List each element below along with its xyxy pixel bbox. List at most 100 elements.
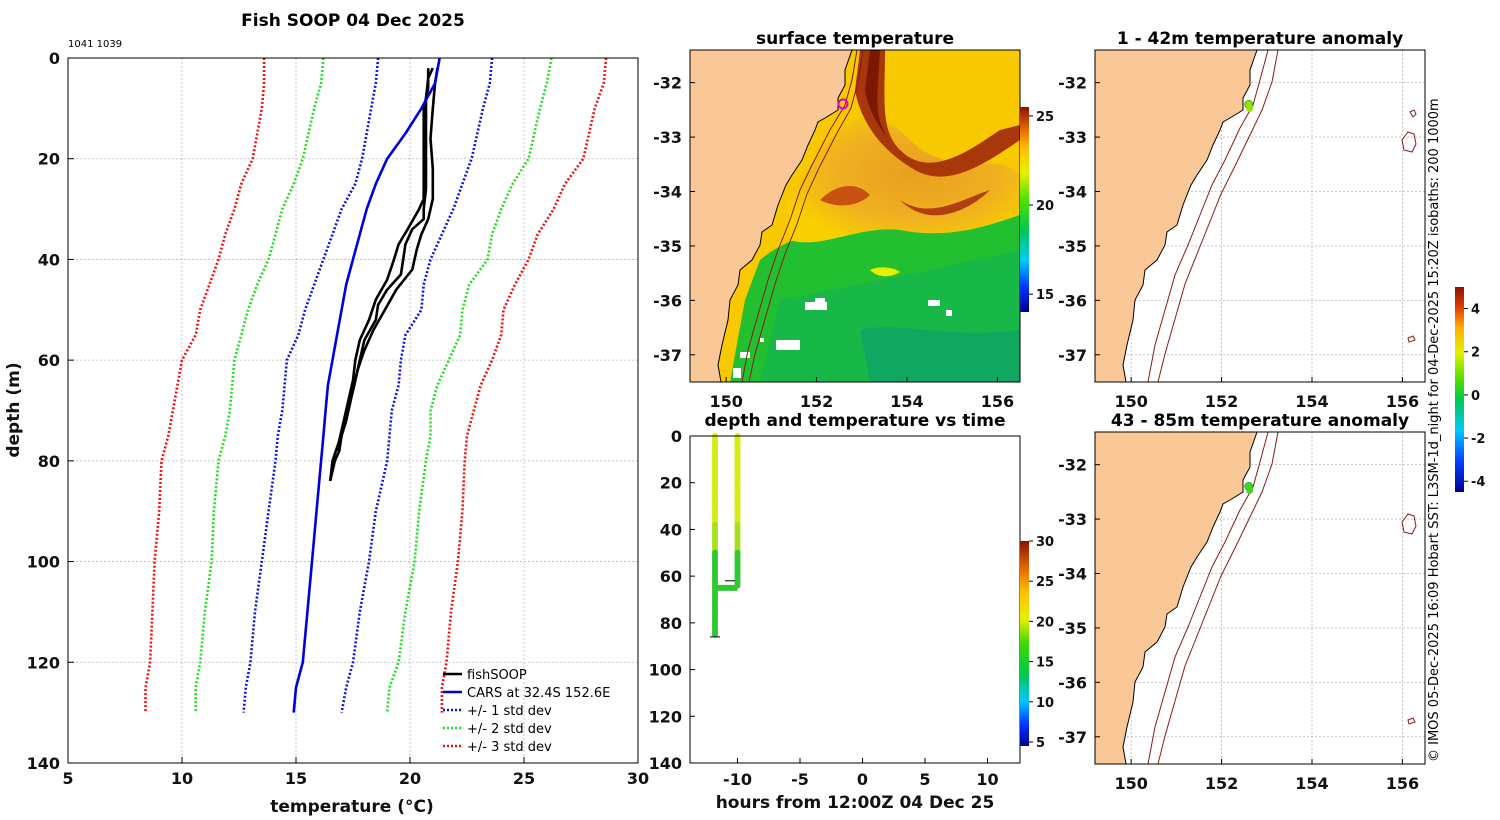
timeseries-title: depth and temperature vs time	[705, 411, 1006, 431]
profile-y-tick-label: 140	[27, 754, 60, 773]
profile-subtitle: 1041 1039	[68, 39, 122, 50]
timeseries-x-label: hours from 12:00Z 04 Dec 25	[716, 793, 995, 813]
legend-label-cars: CARS at 32.4S 152.6E	[467, 686, 610, 701]
colorbar-tick-label: 25	[1036, 575, 1054, 590]
profile-x-tick-label: 30	[627, 769, 649, 788]
profile-series-std3-9	[440, 57, 608, 713]
map-x-tick-label: 156	[981, 392, 1014, 411]
map-y-tick-label: -36	[653, 291, 682, 310]
anomaly-2-points	[1244, 482, 1254, 494]
map-x-tick-label: 150	[709, 392, 742, 411]
anomaly-2-panel: 43 - 85m temperature anomaly 150 152 154 15…	[1058, 287, 1485, 793]
profile-x-tick-label: 10	[171, 769, 193, 788]
map-y-tick-label: -33	[653, 128, 682, 147]
map-y-tick-label: -34	[653, 183, 682, 202]
ts-y-tick-label: 100	[649, 661, 682, 680]
map-x-tick-label: 154	[1295, 774, 1328, 793]
map-y-tick-label: -37	[1058, 346, 1087, 365]
ts-y-tick-label: 120	[649, 707, 682, 726]
profile-y-tick-label: 20	[38, 150, 60, 169]
colorbar-tick-label: 5	[1036, 736, 1045, 751]
sst-colorbar	[1020, 107, 1029, 312]
footer-credit-text: © IMOS 05-Dec-2025 16:09 Hobart SST: L3S…	[1427, 98, 1442, 762]
profile-x-tick-label: 15	[285, 769, 307, 788]
colorbar-tick-label: 25	[1036, 110, 1054, 125]
map-y-tick-label: -35	[1058, 237, 1087, 256]
anomaly-1-frame	[1094, 49, 1426, 383]
profile-series-std1-4	[242, 57, 380, 713]
profile-y-ticks: 0 20 40 60 80 100 120 140	[27, 49, 74, 773]
map-x-tick-label: 156	[1386, 392, 1419, 411]
ts-y-tick-label: 0	[671, 427, 682, 446]
map-y-tick-label: -32	[653, 74, 682, 93]
ts-x-tick-label: 10	[976, 770, 998, 789]
profile-series-std2-6	[194, 57, 325, 713]
profile-frame	[67, 57, 639, 764]
sst-colorbar-ticks: 15 20 25	[1029, 110, 1054, 303]
sst-title: surface temperature	[756, 29, 954, 49]
profile-location-marker	[837, 98, 849, 110]
ts-y-tick-label: 20	[660, 474, 682, 493]
sst-axes: 150 152 154 156 -32 -33 -34 -35 -36 -37	[653, 74, 1014, 411]
profile-y-tick-label: 80	[38, 452, 60, 471]
map-x-tick-label: 152	[800, 392, 833, 411]
map-x-tick-label: 152	[1205, 774, 1238, 793]
profile-series-std1-5	[340, 57, 494, 713]
legend-label-std1: +/- 1 std dev	[467, 704, 552, 719]
ts-y-tick-label: 140	[649, 754, 682, 773]
colorbar-tick-label: 15	[1036, 656, 1054, 671]
colorbar-tick-label: -2	[1471, 432, 1485, 447]
map-y-tick-label: -36	[1058, 291, 1087, 310]
colorbar-tick-label: 0	[1471, 389, 1480, 404]
profile-y-tick-label: 120	[27, 653, 60, 672]
colorbar-tick-label: 10	[1036, 696, 1054, 711]
colorbar-tick-label: 15	[1036, 288, 1054, 303]
profile-series-cars-3	[292, 57, 441, 713]
ts-x-tick-label: -5	[791, 770, 809, 789]
timeseries-colorbar	[1020, 541, 1029, 746]
ts-y-tick-label: 60	[660, 567, 682, 586]
legend-label-std2: +/- 2 std dev	[467, 722, 552, 737]
map-x-tick-label: 154	[890, 392, 923, 411]
anomaly-1-title: 1 - 42m temperature anomaly	[1117, 29, 1403, 49]
anomaly-2-title: 43 - 85m temperature anomaly	[1111, 411, 1409, 431]
anomaly-1-points	[1244, 100, 1254, 112]
map-y-tick-label: -35	[653, 237, 682, 256]
anomaly-1-panel: 1 - 42m temperature anomaly 150 152 154 156…	[1058, 29, 1426, 411]
colorbar-tick-label: 2	[1471, 346, 1480, 361]
ts-cast-point	[712, 631, 718, 638]
profile-series-fish-0	[328, 67, 434, 482]
anomaly-point	[1246, 486, 1254, 494]
ts-x-tick-label: 5	[919, 770, 930, 789]
profile-y-label: depth (m)	[4, 362, 24, 457]
profile-y-tick-label: 100	[27, 553, 60, 572]
map-y-tick-label: -34	[1058, 183, 1087, 202]
ts-y-tick-label: 40	[660, 520, 682, 539]
anomaly-2-grid	[1095, 432, 1425, 764]
anomaly-colorbar-ticks: 4 2 0 -2 -4	[1464, 303, 1485, 490]
profile-x-label: temperature (°C)	[270, 797, 434, 817]
anomaly-2-frame	[1094, 431, 1426, 765]
profile-series	[144, 57, 608, 713]
map-y-tick-label: -33	[1058, 128, 1087, 147]
map-y-tick-label: -35	[1058, 619, 1087, 638]
profile-y-tick-label: 0	[49, 49, 60, 68]
ts-y-tick-label: 80	[660, 614, 682, 633]
ts-x-tick-label: -10	[723, 770, 752, 789]
timeseries-data	[710, 433, 741, 638]
timeseries-panel: depth and temperature vs time -10 -5 0 5 100…	[649, 411, 1055, 813]
timeseries-colorbar-ticks: 30 25 20 15 10 5	[1029, 535, 1054, 751]
profile-x-tick-label: 20	[399, 769, 421, 788]
colorbar-tick-label: 20	[1036, 199, 1054, 214]
colorbar-tick-label: 30	[1036, 535, 1054, 550]
profile-y-tick-label: 40	[38, 250, 60, 269]
anomaly-1-map-image	[1095, 50, 1425, 382]
map-x-tick-label: 152	[1205, 392, 1238, 411]
map-y-tick-label: -32	[1058, 74, 1087, 93]
map-y-tick-label: -37	[653, 346, 682, 365]
colorbar-tick-label: -4	[1471, 475, 1485, 490]
profile-x-ticks: 5 10 15 20 25 30	[62, 757, 649, 788]
map-x-tick-label: 154	[1295, 392, 1328, 411]
